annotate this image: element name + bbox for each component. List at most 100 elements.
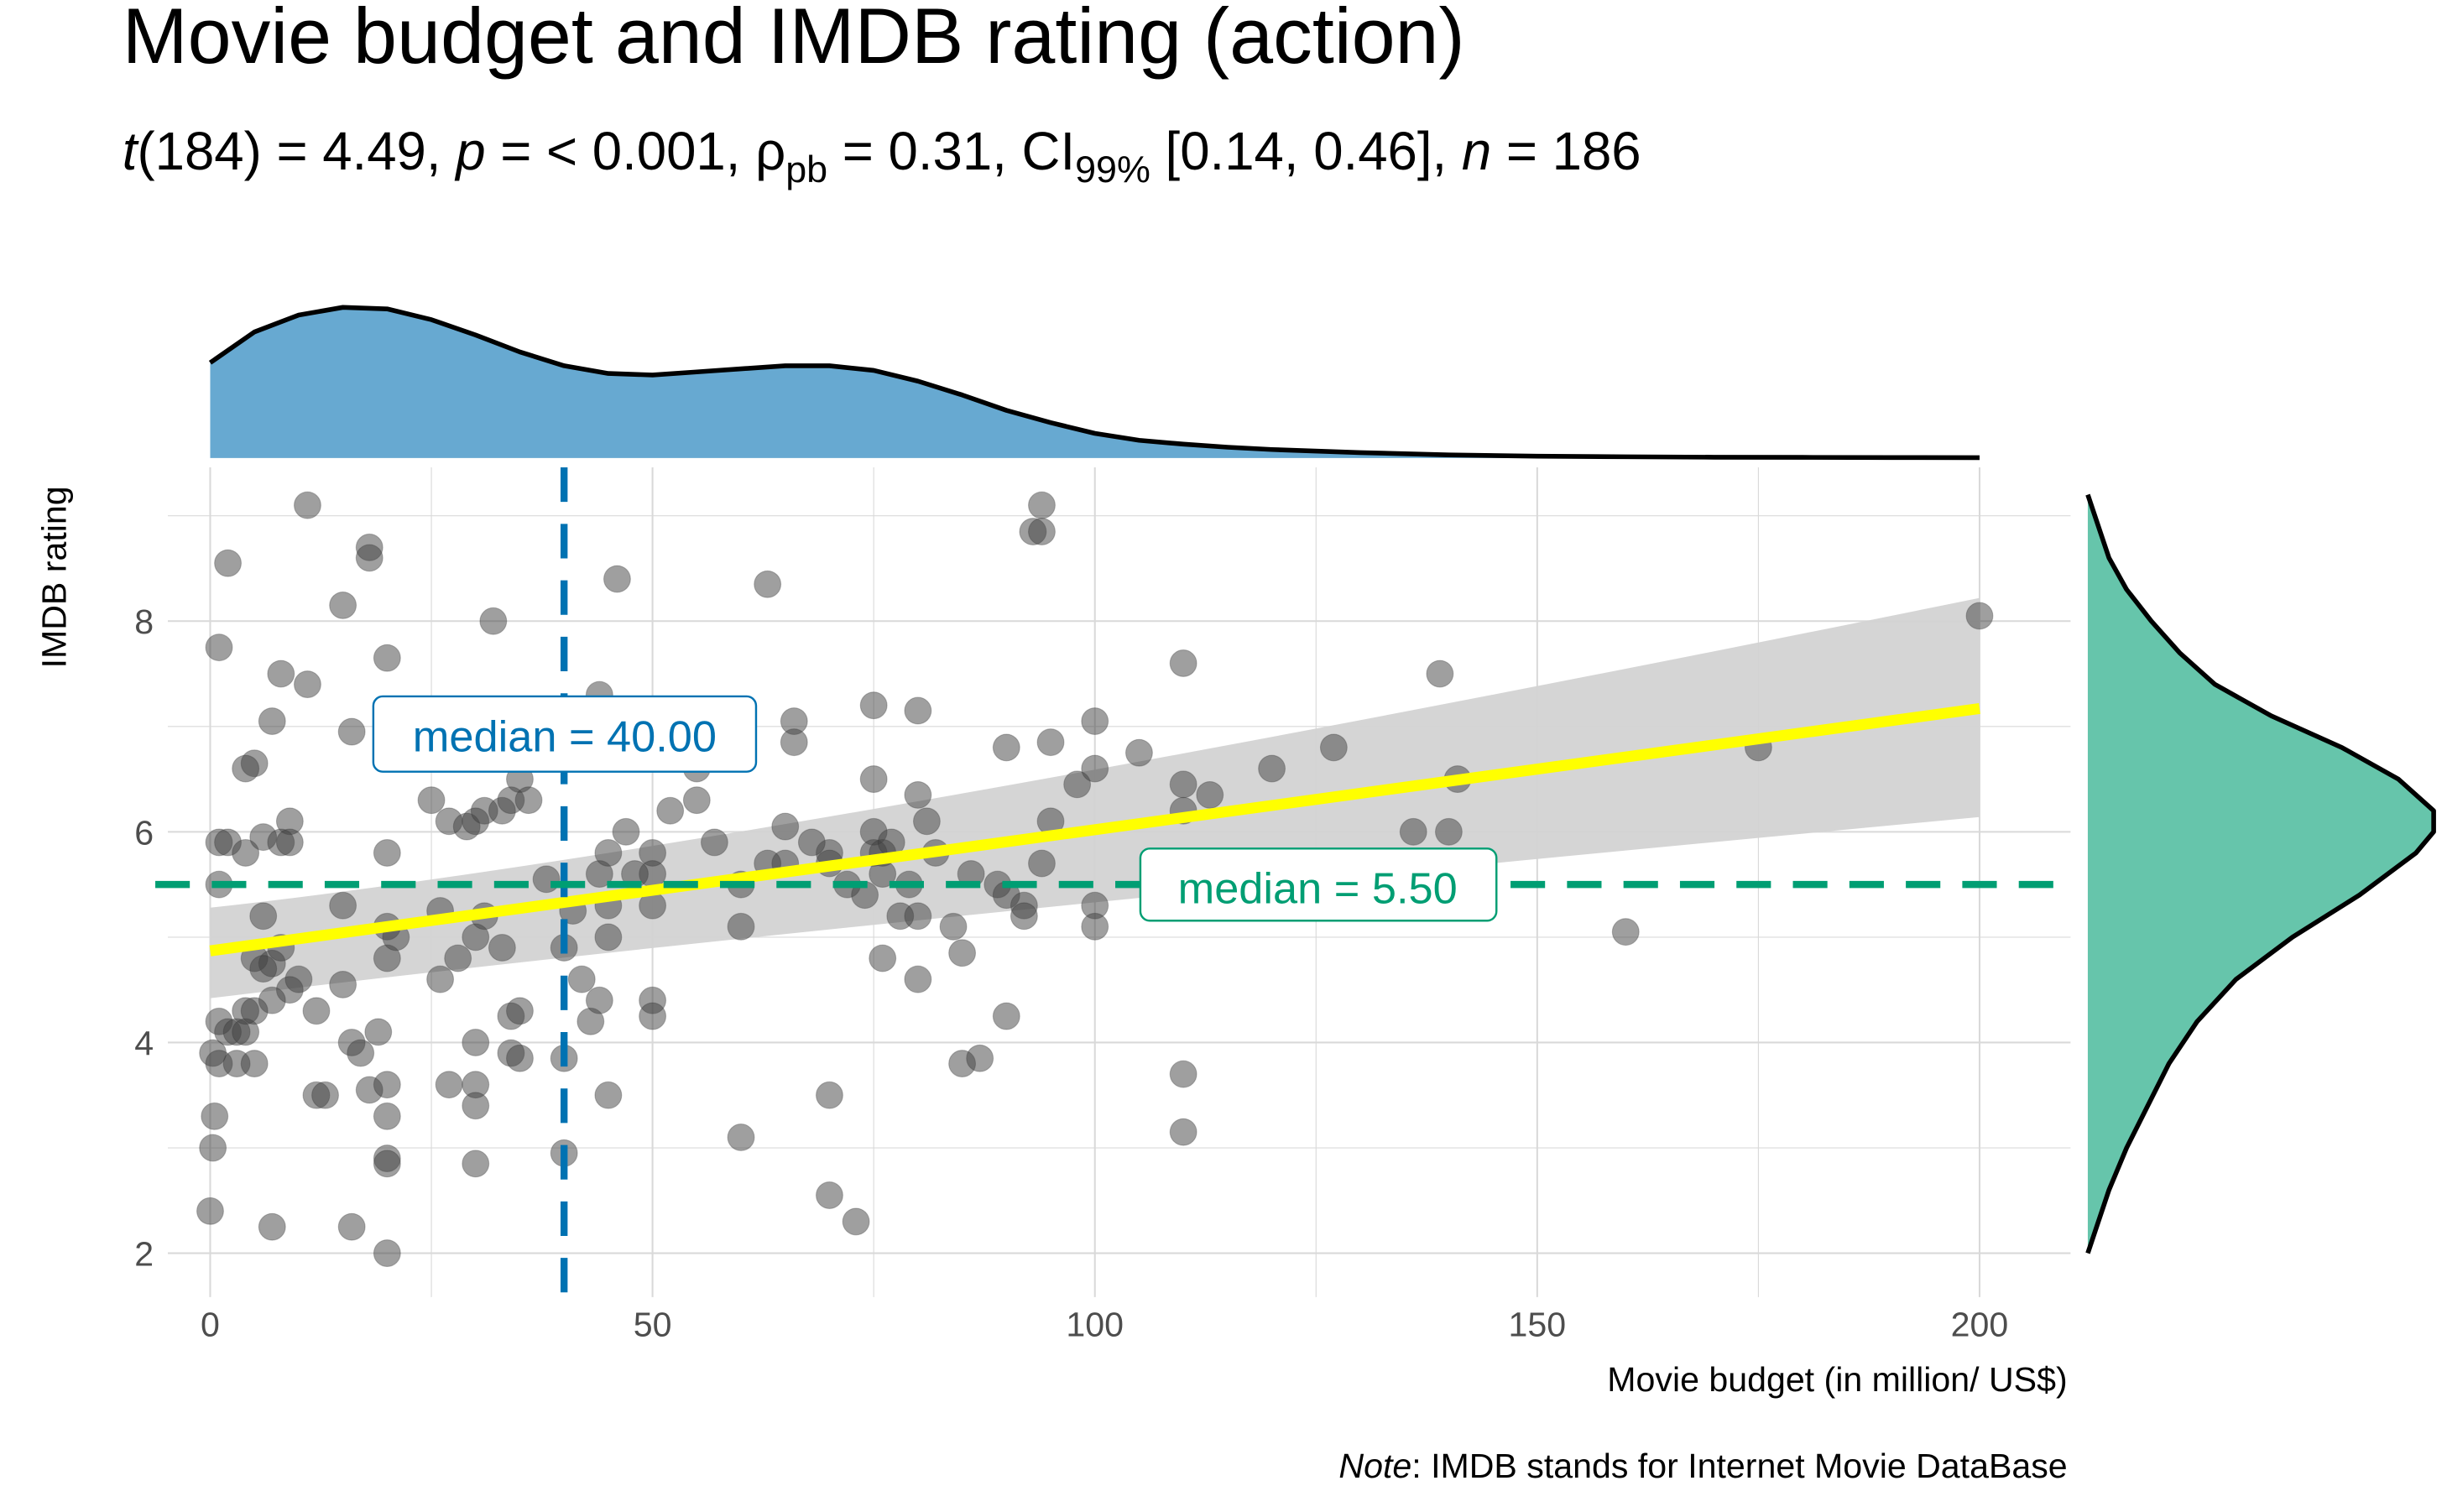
marginal-x-outline (208, 305, 1980, 461)
median-y-label: median = 5.50 (1139, 847, 1498, 922)
data-point (869, 944, 897, 972)
data-point (275, 828, 304, 857)
data-point (199, 1134, 227, 1162)
x-tick-label: 0 (201, 1306, 220, 1344)
data-point (1028, 849, 1056, 878)
marginal-y-area (2087, 494, 2434, 1254)
data-point (859, 691, 888, 720)
data-point (842, 1207, 870, 1236)
y-tick-label: 6 (134, 813, 154, 852)
data-point (479, 607, 508, 635)
data-point (1319, 733, 1348, 762)
data-point (506, 1044, 534, 1072)
y-tick-label: 8 (134, 602, 154, 641)
data-point (532, 865, 561, 894)
data-point (258, 707, 286, 735)
data-point (904, 902, 932, 931)
data-point (1063, 770, 1092, 799)
data-point (939, 912, 968, 941)
data-point (815, 1081, 843, 1109)
data-point (797, 828, 826, 857)
data-point (311, 1081, 339, 1109)
data-point (1169, 1060, 1197, 1088)
data-point (1426, 660, 1454, 688)
data-point (992, 1002, 1020, 1030)
data-point (815, 1181, 843, 1209)
data-point (771, 812, 800, 841)
data-point (373, 839, 401, 867)
data-point (594, 1081, 623, 1109)
data-point (337, 1212, 366, 1241)
data-point (488, 934, 516, 962)
median-x-label: median = 40.00 (372, 695, 758, 773)
data-point (258, 1212, 286, 1241)
data-point (355, 533, 383, 561)
data-point (373, 644, 401, 672)
median-x-label-box (372, 695, 758, 773)
data-point (639, 1002, 667, 1030)
marginal-density-y (2085, 493, 2436, 1254)
data-point (904, 965, 932, 993)
data-point (1081, 912, 1109, 941)
marginal-x-area (210, 307, 1980, 458)
data-point (1399, 817, 1427, 846)
data-point (426, 965, 455, 993)
data-point (727, 1124, 755, 1151)
data-point (240, 1050, 269, 1078)
x-axis-title: Movie budget (in million/ US$) (1607, 1360, 2067, 1399)
data-point (293, 670, 321, 699)
data-point (302, 997, 331, 1025)
axis-ticks: 0 50 100 150 200 2 4 6 8 (134, 602, 2008, 1343)
data-point (567, 965, 596, 993)
data-point (1434, 817, 1463, 846)
data-point (329, 591, 357, 619)
chart-subtitle: t(184) = 4.49, p = < 0.001, ρpb = 0.31, … (123, 122, 1641, 190)
data-point (462, 1029, 490, 1056)
data-point (904, 696, 932, 725)
median-y-label-text: median = 5.50 (1178, 865, 1458, 914)
data-point (1081, 707, 1109, 735)
data-point (1169, 770, 1197, 799)
data-point (1611, 918, 1640, 946)
data-point (1169, 649, 1197, 677)
data-point (1169, 1118, 1197, 1146)
data-point (912, 807, 941, 836)
data-point (462, 1092, 490, 1120)
x-tick-label: 50 (634, 1306, 672, 1344)
data-point (232, 839, 260, 867)
y-tick-label: 4 (134, 1024, 154, 1062)
y-axis-title: IMDB rating (35, 486, 74, 668)
data-point (462, 1150, 490, 1178)
data-point (196, 1197, 224, 1225)
data-point (612, 817, 640, 846)
data-point (594, 839, 623, 867)
chart-title: Movie budget and IMDB rating (action) (123, 0, 1465, 80)
data-point (1028, 518, 1056, 545)
data-point (249, 955, 278, 983)
y-tick-label: 2 (134, 1235, 154, 1274)
marginal-density-x (208, 305, 1980, 461)
data-point (417, 786, 446, 815)
data-point (1036, 728, 1065, 757)
data-point (1081, 754, 1109, 783)
data-point (700, 828, 728, 857)
data-point (373, 1150, 401, 1178)
caption: Note: IMDB stands for Internet Movie Dat… (1338, 1447, 2067, 1485)
data-point (682, 786, 711, 815)
data-point (435, 1071, 463, 1099)
data-point (1010, 902, 1038, 931)
data-point (603, 565, 631, 593)
data-point (594, 923, 623, 952)
data-point (347, 1039, 375, 1067)
data-point (992, 733, 1020, 762)
data-point (1124, 738, 1153, 767)
x-tick-label: 150 (1509, 1306, 1567, 1344)
regression-line (209, 702, 1980, 957)
x-tick-label: 200 (1951, 1306, 2009, 1344)
data-point (284, 965, 313, 993)
data-point (232, 754, 260, 783)
regression-line-path (209, 702, 1980, 957)
data-point (754, 570, 782, 598)
marginal-y-outline (2085, 493, 2436, 1254)
